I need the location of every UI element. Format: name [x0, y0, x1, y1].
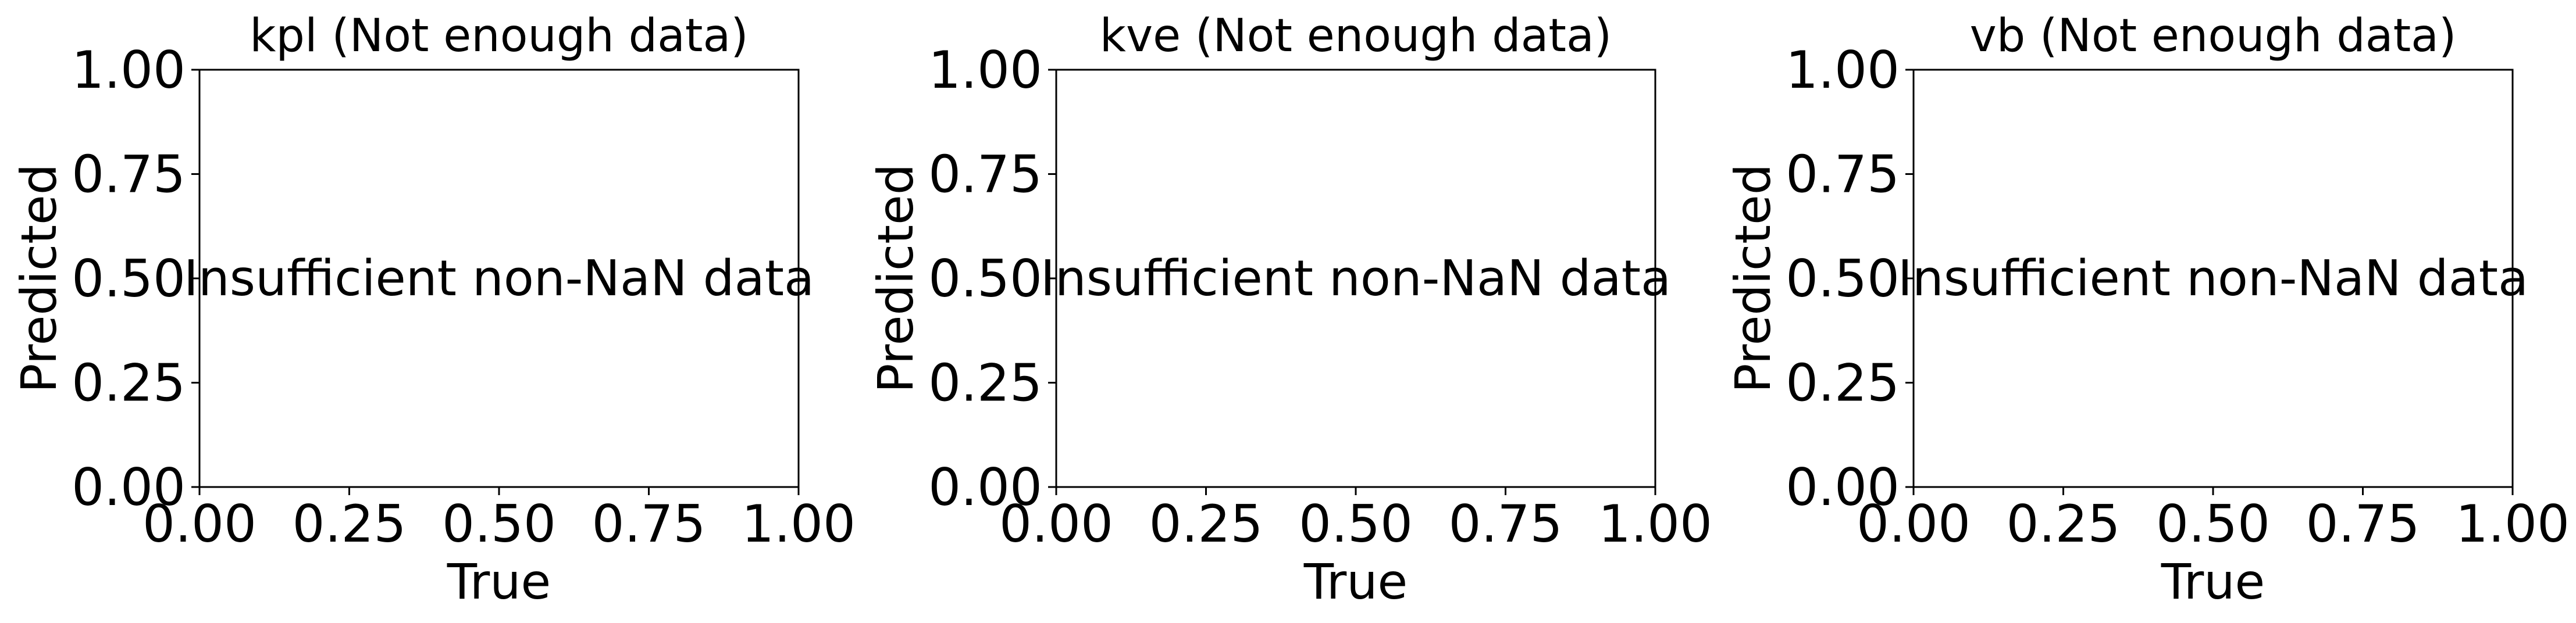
x-tick-label: 0.75 [592, 494, 706, 554]
y-axis-label: Predicted [867, 164, 924, 393]
x-tick-label: 0.50 [442, 494, 556, 554]
y-tick-label: 1.00 [928, 40, 1042, 100]
y-tick-label: 1.00 [72, 40, 186, 100]
chart-title: kpl (Not enough data) [250, 10, 748, 62]
x-tick-label: 0.75 [1449, 494, 1563, 554]
x-tick-label: 0.00 [142, 494, 256, 554]
y-tick-label: 0.75 [1786, 145, 1900, 205]
chart-panel-2: kve (Not enough data) 0.00 0.25 0.50 0.75 1.0… [867, 10, 1712, 610]
y-axis-label: Predicted [1725, 164, 1782, 393]
y-tick-label: 0.50 [1786, 249, 1900, 309]
y-tick-label: 0.25 [928, 353, 1042, 413]
y-tick-label: 0.75 [928, 145, 1042, 205]
no-data-message: Insufficient non-NaN data [184, 250, 814, 307]
y-tick-label: 0.25 [1786, 353, 1900, 413]
y-tick-label: 0.25 [72, 353, 186, 413]
x-tick-label: 0.50 [2156, 494, 2270, 554]
x-tick-label: 1.00 [1598, 494, 1712, 554]
x-tick-label: 1.00 [742, 494, 856, 554]
x-tick-label: 0.25 [293, 494, 407, 554]
x-tick-label: 0.00 [999, 494, 1113, 554]
chart-title: vb (Not enough data) [1970, 10, 2457, 62]
x-tick-label: 0.50 [1299, 494, 1413, 554]
x-tick-label: 0.25 [1149, 494, 1263, 554]
y-tick-label: 0.00 [1786, 457, 1900, 517]
x-axis-label: True [447, 553, 551, 610]
y-tick-label: 0.50 [72, 249, 186, 309]
chart-panel-3: vb (Not enough data) 0.00 0.25 0.50 0.75 1.00… [1725, 10, 2570, 610]
y-tick-label: 0.75 [72, 145, 186, 205]
y-tick-label: 0.00 [72, 457, 186, 517]
y-tick-label: 0.50 [928, 249, 1042, 309]
x-axis-label: True [2161, 553, 2265, 610]
y-tick-label: 1.00 [1786, 40, 1900, 100]
no-data-message: Insufficient non-NaN data [1041, 250, 1671, 307]
chart-title: kve (Not enough data) [1100, 10, 1612, 62]
chart-panel-1: kpl (Not enough data) 0.00 0.25 0.50 0.75 1.0… [10, 10, 856, 610]
x-axis-label: True [1303, 553, 1408, 610]
x-tick-label: 0.25 [2007, 494, 2121, 554]
x-tick-label: 0.00 [1857, 494, 1971, 554]
no-data-message: Insufficient non-NaN data [1898, 250, 2528, 307]
y-axis-label: Predicted [10, 164, 67, 393]
y-tick-label: 0.00 [928, 457, 1042, 517]
x-tick-label: 1.00 [2456, 494, 2570, 554]
x-tick-label: 0.75 [2306, 494, 2420, 554]
